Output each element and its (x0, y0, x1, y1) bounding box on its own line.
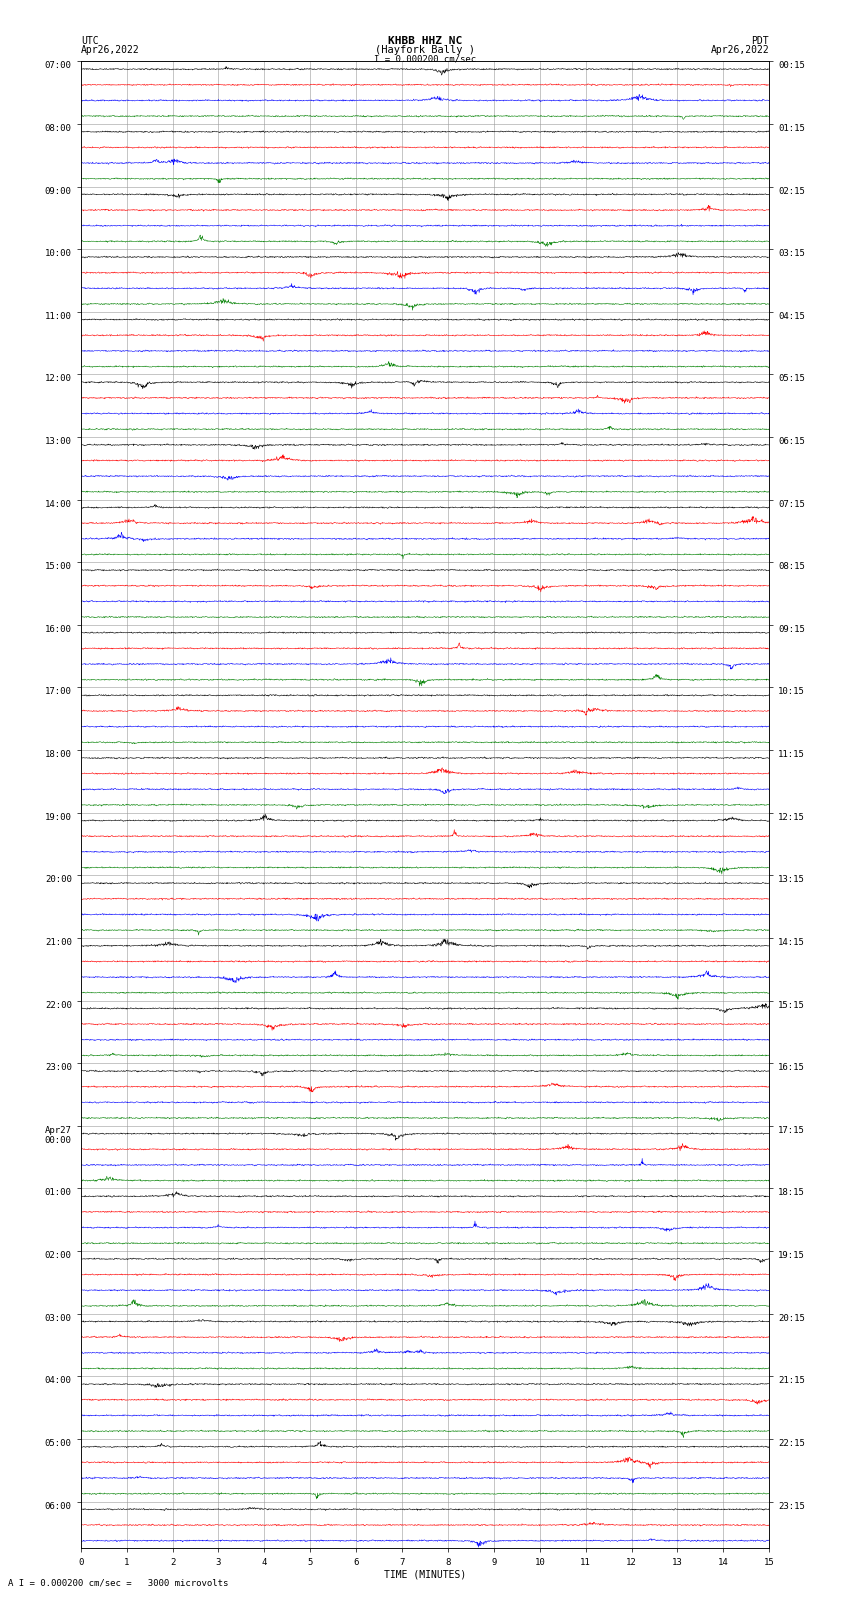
Text: A I = 0.000200 cm/sec =   3000 microvolts: A I = 0.000200 cm/sec = 3000 microvolts (8, 1578, 229, 1587)
Text: (Hayfork Bally ): (Hayfork Bally ) (375, 45, 475, 55)
Text: PDT: PDT (751, 37, 769, 47)
X-axis label: TIME (MINUTES): TIME (MINUTES) (384, 1569, 466, 1579)
Text: KHBB HHZ NC: KHBB HHZ NC (388, 37, 462, 47)
Text: Apr26,2022: Apr26,2022 (711, 45, 769, 55)
Text: UTC: UTC (81, 37, 99, 47)
Text: I = 0.000200 cm/sec: I = 0.000200 cm/sec (374, 53, 476, 63)
Text: Apr26,2022: Apr26,2022 (81, 45, 139, 55)
